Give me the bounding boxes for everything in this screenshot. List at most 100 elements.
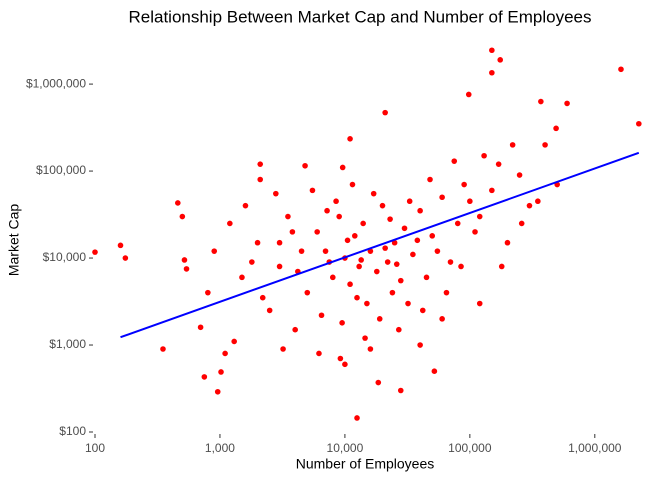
- point: [618, 66, 624, 73]
- point: [92, 249, 98, 255]
- point: [337, 355, 344, 362]
- point: [439, 316, 445, 322]
- point: [347, 135, 353, 142]
- point: [379, 202, 386, 209]
- point: [227, 220, 233, 227]
- point: [347, 281, 353, 288]
- point: [405, 300, 411, 307]
- point: [356, 263, 362, 270]
- point: [636, 120, 642, 127]
- point: [454, 220, 461, 227]
- x-tick-label: 100,000: [448, 441, 492, 455]
- point: [360, 220, 366, 227]
- y-tick-label: $100: [59, 424, 86, 438]
- y-tick-label: $100,000: [36, 163, 86, 177]
- point: [339, 164, 346, 171]
- x-axis-title: Number of Employees: [296, 456, 435, 472]
- point: [205, 289, 211, 296]
- point: [231, 338, 237, 345]
- point: [318, 312, 325, 319]
- point: [461, 181, 467, 188]
- point: [201, 374, 208, 380]
- point: [542, 142, 548, 148]
- point: [249, 259, 255, 265]
- point: [257, 161, 264, 167]
- point: [322, 248, 329, 254]
- point: [354, 415, 360, 421]
- chart-title: Relationship Between Market Cap and Numb…: [128, 7, 591, 26]
- y-axis-title: Market Cap: [6, 204, 22, 277]
- point: [393, 261, 400, 267]
- point: [495, 161, 502, 167]
- point: [266, 307, 273, 314]
- point: [197, 324, 204, 331]
- point: [434, 248, 441, 254]
- point: [489, 187, 495, 194]
- point: [553, 125, 559, 132]
- point: [498, 263, 505, 270]
- point: [179, 213, 186, 220]
- point: [417, 207, 423, 214]
- point: [276, 239, 283, 246]
- point: [304, 289, 311, 296]
- point: [396, 326, 402, 333]
- point: [242, 202, 249, 209]
- point: [344, 237, 351, 244]
- point: [389, 289, 396, 296]
- point: [375, 379, 382, 386]
- point: [476, 213, 483, 220]
- point: [324, 207, 330, 214]
- y-tick-label: $1,000,000: [26, 76, 86, 90]
- point: [439, 194, 445, 201]
- point: [273, 190, 279, 197]
- point: [362, 335, 368, 341]
- x-tick-label: 1,000,000: [568, 441, 622, 455]
- point: [183, 266, 190, 272]
- point: [280, 346, 286, 352]
- point: [476, 300, 483, 307]
- point: [472, 229, 478, 235]
- point: [431, 368, 438, 375]
- point: [257, 176, 264, 183]
- point: [309, 187, 316, 194]
- point: [349, 181, 356, 188]
- point: [292, 326, 298, 333]
- point: [367, 346, 374, 352]
- point: [427, 176, 433, 183]
- point: [160, 346, 166, 352]
- point: [538, 98, 544, 105]
- point: [458, 263, 464, 270]
- point: [564, 100, 570, 107]
- point: [354, 294, 360, 301]
- point: [467, 198, 473, 205]
- point: [535, 198, 541, 205]
- point: [175, 200, 181, 206]
- point: [376, 316, 383, 322]
- point: [298, 248, 305, 254]
- point: [289, 229, 296, 235]
- point: [397, 277, 404, 284]
- point: [526, 202, 533, 209]
- point: [181, 257, 188, 263]
- point: [351, 233, 358, 239]
- point: [339, 320, 345, 326]
- point: [387, 216, 393, 222]
- point: [447, 259, 454, 265]
- point: [314, 229, 320, 235]
- point: [117, 242, 124, 249]
- x-tick-label: 1,000: [205, 441, 235, 455]
- point: [382, 109, 388, 116]
- point: [285, 213, 291, 220]
- point: [497, 57, 504, 63]
- point: [384, 259, 391, 265]
- point: [410, 251, 416, 258]
- point: [222, 350, 228, 357]
- point: [364, 300, 370, 307]
- point: [414, 237, 421, 244]
- y-tick-label: $10,000: [43, 250, 87, 264]
- point: [481, 152, 487, 159]
- point: [451, 158, 458, 164]
- point: [239, 274, 245, 281]
- point: [342, 361, 348, 368]
- point: [518, 220, 525, 227]
